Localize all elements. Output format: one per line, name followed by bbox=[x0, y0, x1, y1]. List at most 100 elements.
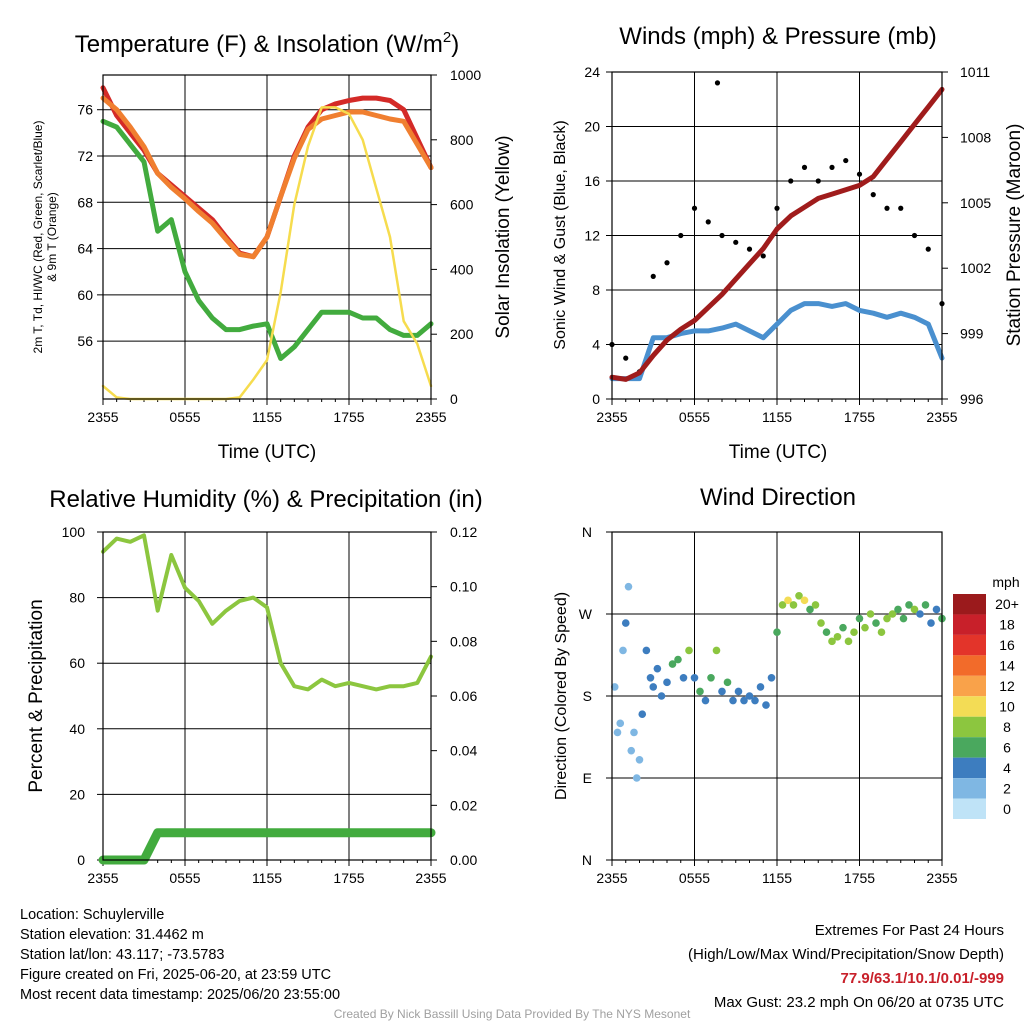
y-axis-label: 2m T, Td, HI/WC (Red, Green, Scarlet/Blu… bbox=[31, 121, 45, 354]
y-tick-label: 12 bbox=[584, 228, 600, 244]
y2-tick-label: 0.06 bbox=[450, 688, 477, 704]
y2-tick-label: 0.08 bbox=[450, 633, 477, 649]
colorbar-swatch bbox=[953, 737, 986, 758]
x-tick-label: 2355 bbox=[596, 409, 627, 425]
gust-point bbox=[884, 205, 890, 211]
direction-point bbox=[619, 646, 627, 655]
y-axis-label: Direction (Colored By Speed) bbox=[553, 592, 570, 800]
direction-point bbox=[723, 678, 732, 687]
direction-point bbox=[627, 746, 636, 755]
direction-point bbox=[850, 628, 858, 637]
series-line bbox=[98, 828, 436, 865]
direction-point bbox=[632, 774, 641, 782]
gust-point bbox=[898, 205, 904, 211]
direction-point bbox=[905, 601, 913, 609]
x-tick-label: 0555 bbox=[679, 409, 710, 425]
colorbar-swatch bbox=[953, 696, 986, 717]
direction-point bbox=[817, 619, 825, 627]
plot-frame bbox=[611, 71, 943, 400]
y-tick-label: 20 bbox=[584, 119, 600, 135]
gust-point bbox=[801, 164, 808, 170]
chart-title-end: ) bbox=[451, 31, 459, 58]
colorbar-swatch bbox=[953, 594, 986, 615]
direction-point bbox=[806, 605, 814, 614]
y2-tick-label: 0 bbox=[450, 391, 458, 407]
y-tick-label: 0 bbox=[77, 852, 85, 868]
direction-point bbox=[767, 673, 776, 682]
chart-title-main: Temperature (F) & Insolation (W/m bbox=[75, 31, 443, 58]
x-tick-label: 2355 bbox=[415, 870, 446, 886]
direction-point bbox=[921, 601, 930, 609]
chart-title: Relative Humidity (%) & Precipitation (i… bbox=[49, 486, 482, 513]
plot-frame bbox=[102, 531, 432, 861]
direction-point bbox=[828, 637, 836, 646]
y-tick-label: W bbox=[579, 606, 593, 622]
x-tick-label: 0555 bbox=[679, 870, 710, 886]
direction-point bbox=[888, 610, 897, 618]
x-tick-label: 2355 bbox=[926, 870, 957, 886]
gust-point bbox=[788, 178, 794, 184]
gust-point bbox=[911, 232, 918, 239]
panel-temperature: 2355 0555 1155 1755 2355 56 60 64 68 72 76 0 200 400 6… bbox=[31, 29, 514, 463]
colorbar-swatch bbox=[953, 757, 986, 779]
direction-point bbox=[635, 755, 644, 764]
direction-point bbox=[844, 637, 853, 646]
x-tick-label: 1755 bbox=[844, 409, 875, 425]
direction-point bbox=[616, 719, 625, 728]
series-line bbox=[101, 533, 433, 692]
y-axis-label: Sonic Wind & Gust (Blue, Black) bbox=[552, 120, 569, 349]
plot-frame bbox=[611, 531, 943, 861]
chart-title: Wind Direction bbox=[700, 484, 856, 511]
direction-point bbox=[621, 619, 630, 627]
direction-point bbox=[894, 605, 902, 614]
y2-tick-label: 0.02 bbox=[450, 797, 477, 813]
y-tick-label: 64 bbox=[77, 241, 93, 257]
y-tick-label: 60 bbox=[69, 655, 85, 671]
y2-tick-label: 200 bbox=[450, 326, 474, 342]
colorbar-label: 2 bbox=[1003, 780, 1011, 796]
y2-tick-label: 1011 bbox=[960, 64, 990, 80]
direction-point bbox=[762, 701, 770, 709]
colorbar-title: mph bbox=[992, 574, 1019, 590]
x-tick-label: 2355 bbox=[926, 409, 957, 425]
direction-point bbox=[646, 673, 655, 682]
colorbar-swatch bbox=[953, 798, 986, 819]
colorbar-label: 10 bbox=[999, 699, 1015, 715]
direction-point bbox=[734, 687, 743, 696]
series-line bbox=[609, 86, 945, 382]
gust-point bbox=[843, 157, 849, 164]
direction-point bbox=[751, 696, 759, 705]
colorbar-swatch bbox=[953, 614, 986, 635]
max-gust-label: Max Gust: 23.2 mph On 06/20 at 0735 UTC bbox=[713, 994, 1004, 1011]
y-tick-label: 16 bbox=[584, 173, 600, 189]
direction-point bbox=[877, 628, 886, 637]
gust-point bbox=[623, 355, 629, 361]
y2-tick-label: 996 bbox=[960, 391, 984, 407]
direction-point bbox=[899, 614, 908, 623]
y-tick-label: 8 bbox=[592, 282, 600, 298]
series-line bbox=[100, 95, 434, 260]
direction-point bbox=[679, 673, 688, 682]
max-gust-point bbox=[714, 80, 721, 86]
direction-point bbox=[690, 673, 699, 682]
gust-point bbox=[925, 246, 931, 252]
y2-axis-label: Station Pressure (Maroon) bbox=[1004, 124, 1024, 347]
y2-tick-label: 0.12 bbox=[450, 524, 477, 540]
y-tick-label: 80 bbox=[69, 590, 85, 606]
gust-point bbox=[856, 171, 863, 177]
latlon-label: Station lat/lon: 43.117; -73.5783 bbox=[20, 947, 225, 963]
y2-tick-label: 0.04 bbox=[450, 743, 477, 759]
direction-point bbox=[855, 614, 864, 623]
series-line bbox=[100, 118, 434, 361]
colorbar-label: 20+ bbox=[995, 596, 1019, 612]
extremes-title: Extremes For Past 24 Hours bbox=[814, 922, 1004, 939]
recent-label: Most recent data timestamp: 2025/06/20 2… bbox=[20, 987, 341, 1003]
y2-tick-label: 400 bbox=[450, 261, 474, 277]
direction-point bbox=[638, 710, 647, 719]
x-axis-label: Time (UTC) bbox=[218, 442, 317, 463]
direction-point bbox=[839, 623, 847, 632]
direction-point bbox=[718, 687, 726, 696]
direction-point bbox=[811, 601, 820, 609]
y-axis-label: & 9m T (Orange) bbox=[45, 192, 59, 282]
